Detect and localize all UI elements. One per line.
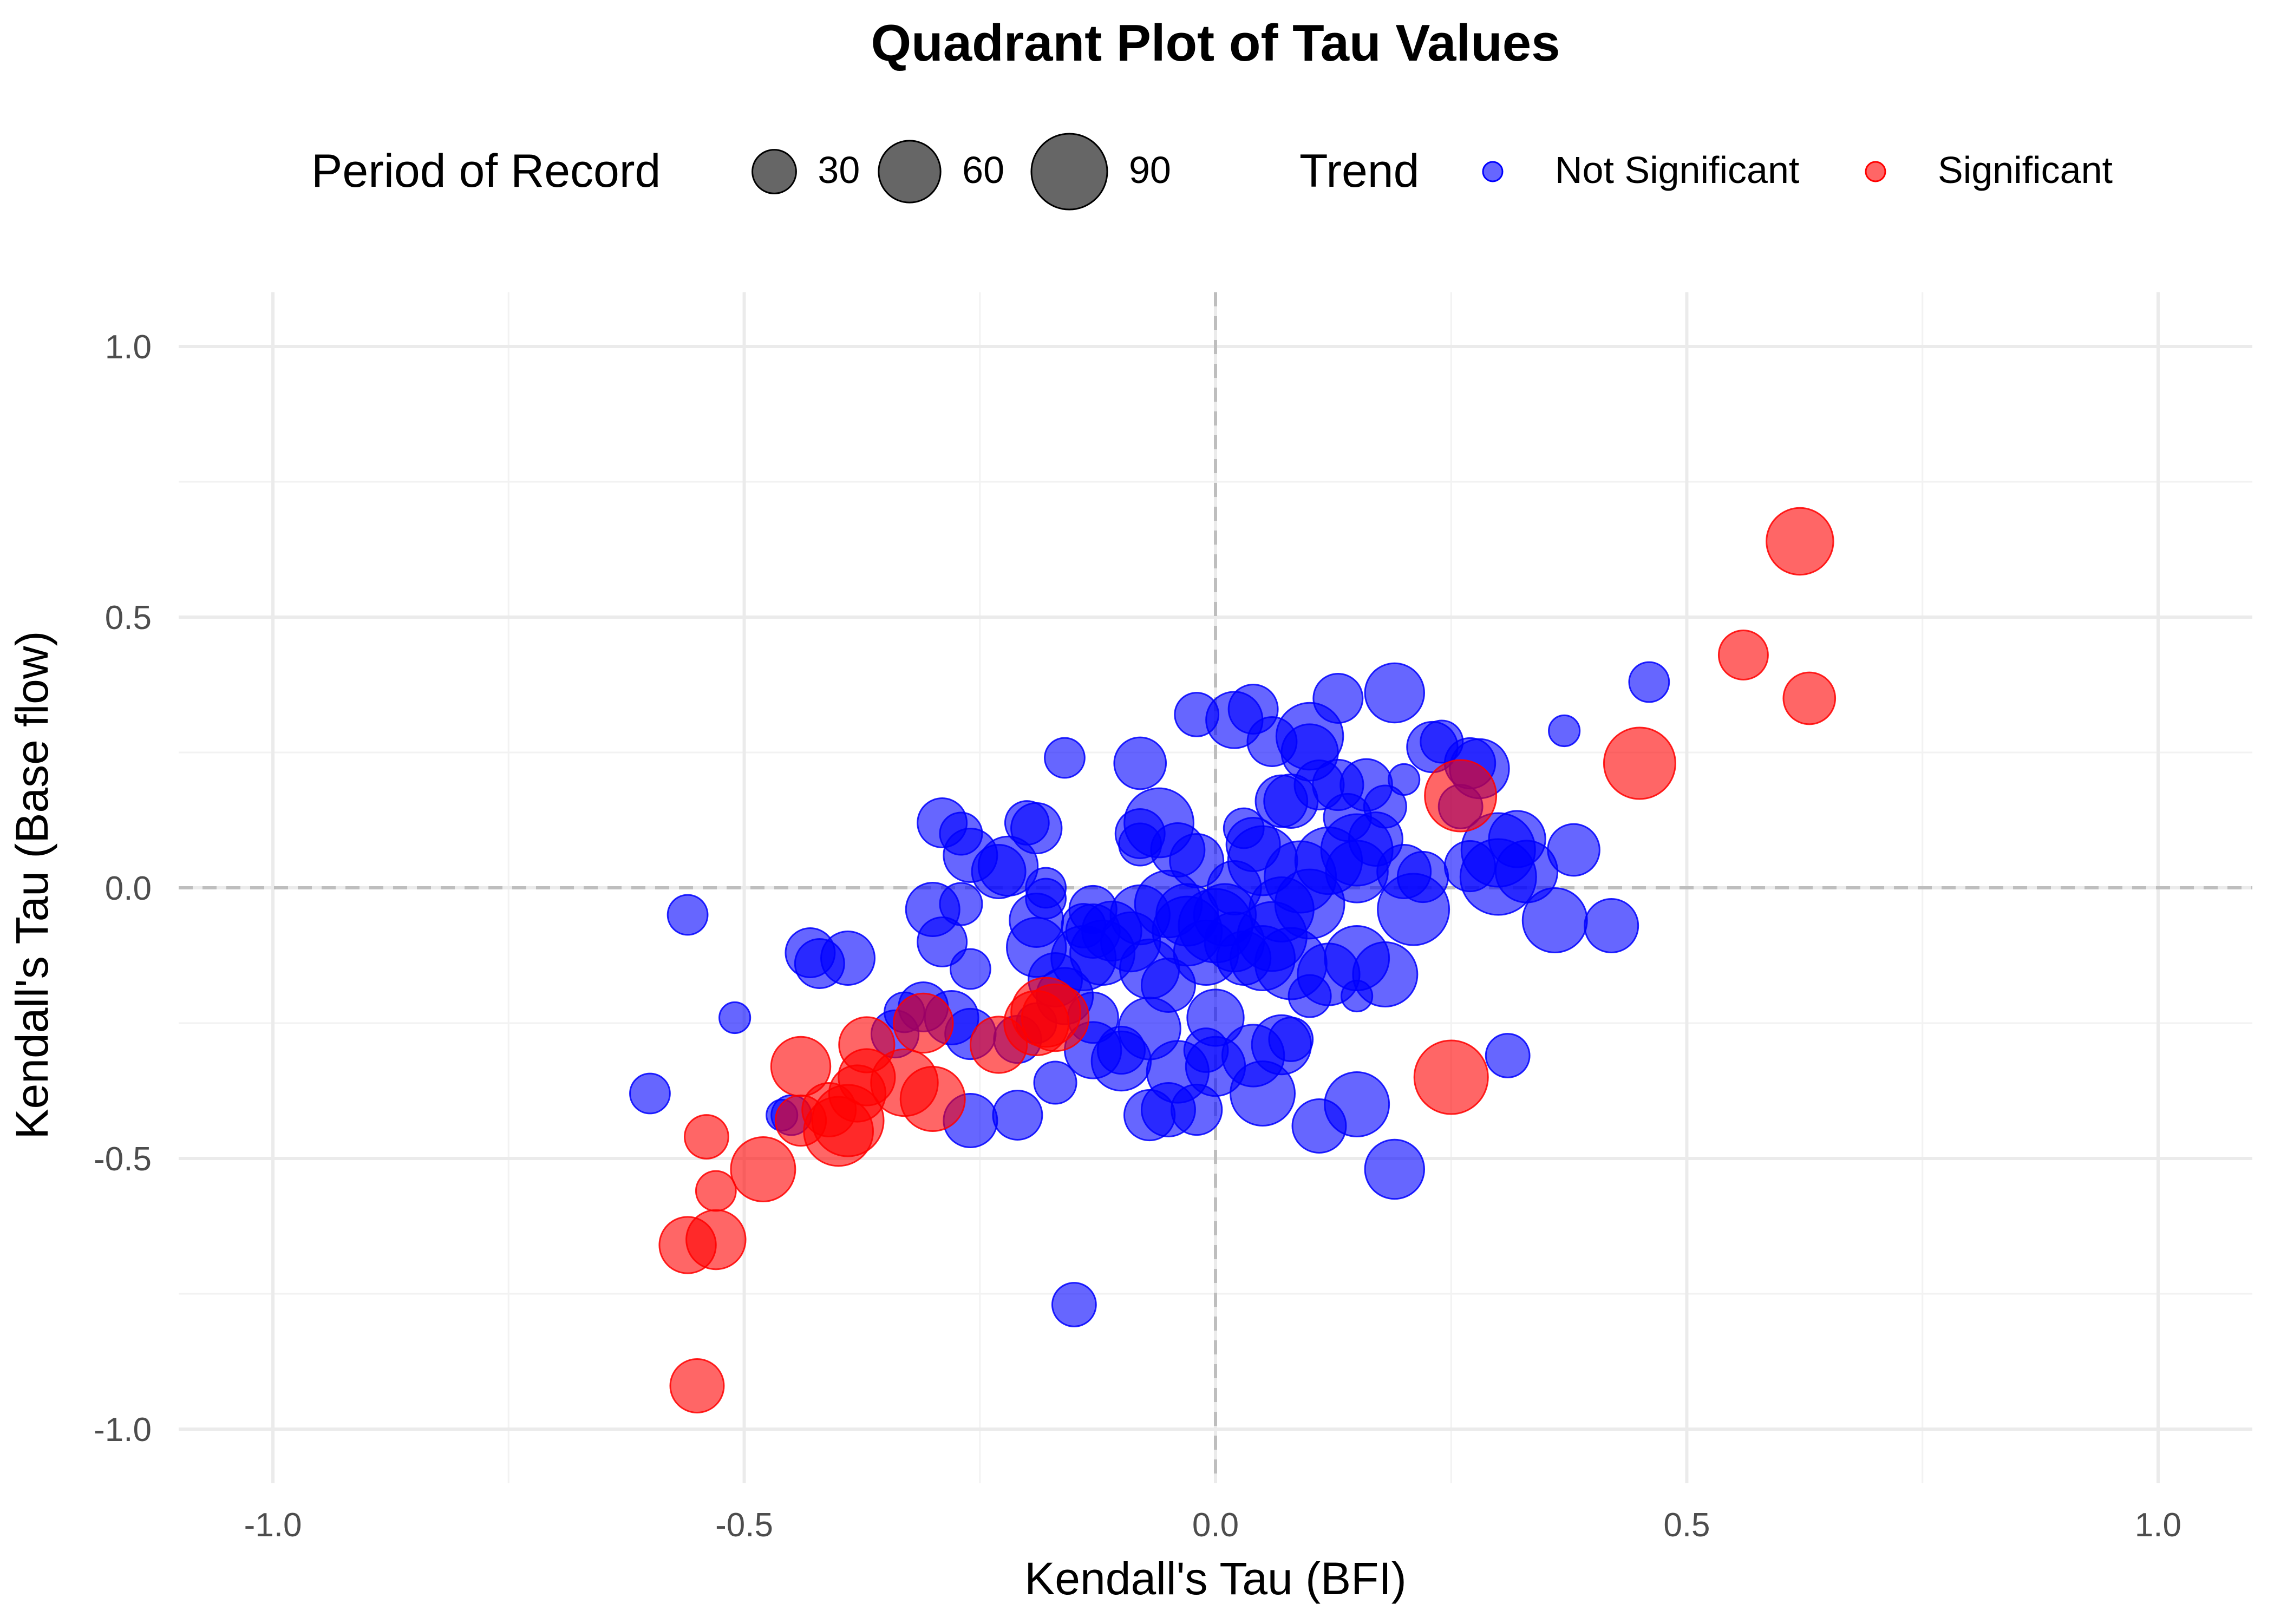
point-not-significant xyxy=(1352,941,1419,1007)
x-tick-label: 1.0 xyxy=(2135,1507,2181,1544)
point-not-significant xyxy=(1364,662,1425,724)
point-not-significant xyxy=(1044,737,1086,779)
data-points xyxy=(629,507,1837,1413)
y-tick-label: 0.5 xyxy=(105,599,152,637)
point-significant xyxy=(730,1136,796,1202)
x-tick-label: -1.0 xyxy=(244,1507,302,1544)
point-not-significant xyxy=(992,1090,1043,1141)
point-significant xyxy=(695,1170,737,1212)
point-not-significant xyxy=(1324,1071,1390,1137)
point-not-significant xyxy=(1584,898,1639,953)
size-legend-key xyxy=(878,140,942,204)
point-significant xyxy=(1782,671,1837,725)
point-not-significant xyxy=(666,894,709,936)
color-legend-items: Not Significant Significant xyxy=(1482,149,2113,191)
point-not-significant xyxy=(1485,1033,1531,1078)
size-legend-label: 90 xyxy=(1129,149,1171,191)
size-legend-key xyxy=(1030,133,1108,211)
point-not-significant xyxy=(1548,714,1581,748)
point-not-significant xyxy=(1396,850,1449,903)
point-significant xyxy=(1021,983,1090,1052)
color-legend-label: Not Significant xyxy=(1555,149,1799,191)
plot-panel xyxy=(179,292,2252,1483)
point-not-significant xyxy=(1312,673,1364,724)
size-legend-title: Period of Record xyxy=(311,145,661,197)
y-tick-label: 0.0 xyxy=(105,870,152,907)
y-axis-tick-labels: -1.0 -0.5 0.0 0.5 1.0 xyxy=(94,329,152,1449)
point-not-significant xyxy=(1628,661,1670,703)
point-not-significant xyxy=(1268,1017,1314,1062)
point-not-significant xyxy=(939,882,983,926)
color-legend-key xyxy=(1865,161,1886,182)
color-legend-key xyxy=(1482,161,1504,182)
x-tick-label: 0.0 xyxy=(1192,1507,1239,1544)
point-not-significant xyxy=(1033,1060,1077,1105)
point-not-significant xyxy=(1388,763,1421,796)
color-legend-title: Trend xyxy=(1299,145,1419,197)
color-legend-label: Significant xyxy=(1938,149,2113,191)
y-axis-title: Kendall's Tau (Base flow) xyxy=(6,631,57,1140)
point-not-significant xyxy=(1547,823,1600,877)
point-not-significant xyxy=(949,948,991,990)
point-not-significant xyxy=(1010,802,1063,855)
point-not-significant xyxy=(718,1001,752,1034)
point-not-significant xyxy=(629,1072,671,1115)
x-tick-label: -0.5 xyxy=(715,1507,773,1544)
point-significant xyxy=(899,1066,966,1132)
point-not-significant xyxy=(1051,1282,1097,1327)
point-significant xyxy=(1603,726,1676,800)
point-significant xyxy=(685,1209,747,1271)
point-not-significant xyxy=(1364,1138,1425,1200)
point-not-significant xyxy=(1025,878,1067,920)
size-legend-items: 30 60 90 xyxy=(752,133,1171,211)
size-legend-key xyxy=(752,149,797,194)
point-not-significant xyxy=(1521,887,1588,953)
point-not-significant xyxy=(1169,833,1225,888)
x-axis-title: Kendall's Tau (BFI) xyxy=(1024,1553,1406,1604)
point-significant xyxy=(683,1114,729,1160)
y-tick-label: 1.0 xyxy=(105,329,152,366)
point-not-significant xyxy=(977,835,1039,897)
legend: Period of Record 30 60 90 Trend Not Signif… xyxy=(311,133,2113,211)
x-axis-tick-labels: -1.0 -0.5 0.0 0.5 1.0 xyxy=(244,1507,2181,1544)
y-tick-label: -0.5 xyxy=(94,1141,152,1178)
y-tick-label: -1.0 xyxy=(94,1411,152,1449)
size-legend-label: 60 xyxy=(962,149,1004,191)
point-not-significant xyxy=(1494,840,1559,903)
point-significant xyxy=(1766,507,1834,576)
size-legend-label: 30 xyxy=(818,149,860,191)
point-significant xyxy=(1717,630,1769,680)
point-not-significant xyxy=(1113,736,1167,790)
point-not-significant xyxy=(917,916,968,967)
point-significant xyxy=(1413,1039,1489,1115)
point-significant xyxy=(770,1036,832,1097)
point-significant xyxy=(893,992,954,1054)
point-not-significant xyxy=(820,931,876,986)
chart-title: Quadrant Plot of Tau Values xyxy=(871,14,1560,72)
point-significant xyxy=(669,1358,725,1413)
point-significant xyxy=(1424,759,1498,833)
point-not-significant xyxy=(1363,784,1407,829)
x-tick-label: 0.5 xyxy=(1663,1507,1710,1544)
